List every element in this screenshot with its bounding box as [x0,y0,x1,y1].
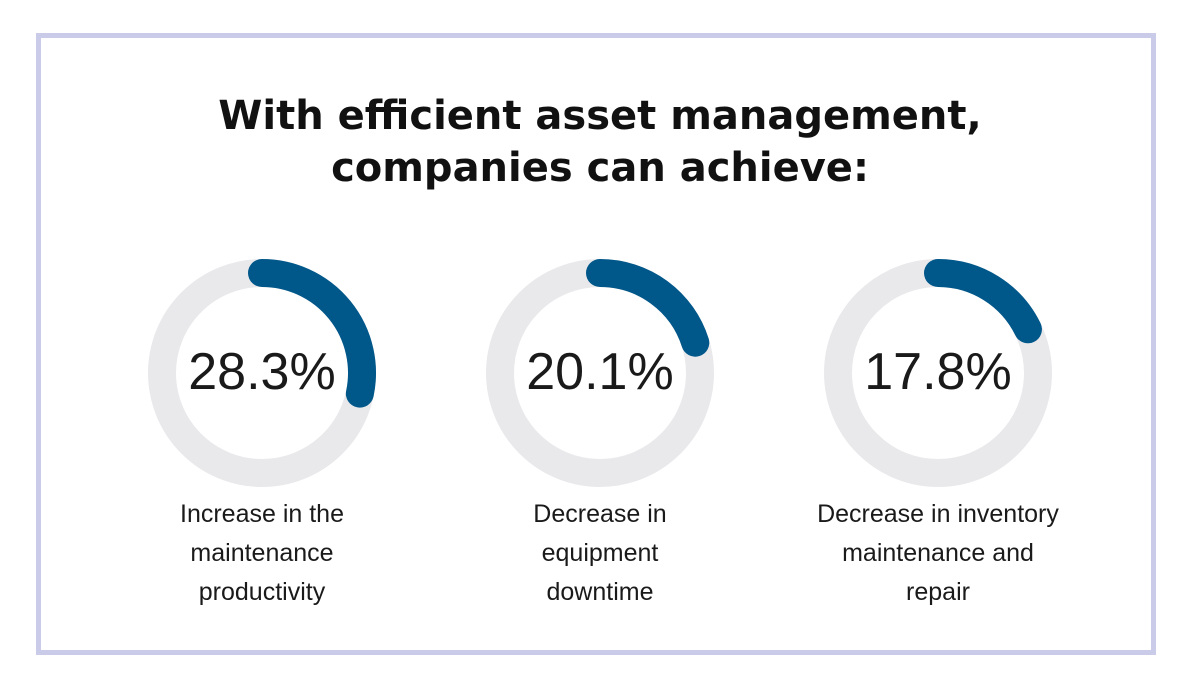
caption-line: productivity [198,578,326,606]
gauge-caption: Increase in the maintenance productivity [117,495,407,612]
gauge-inventory-maintenance: 17.8% Decrease in inventory maintenance … [808,245,1068,635]
donut-chart [148,259,376,487]
infographic-frame [36,33,1156,655]
gauge-caption: Decrease in equipment downtime [455,495,745,612]
donut-value-arc [586,259,710,357]
donut-chart [824,259,1052,487]
page-title: With efficient asset management, compani… [0,90,1200,194]
gauge-caption: Decrease in inventory maintenance and re… [793,495,1083,612]
gauge-equipment-downtime: 20.1% Decrease in equipment downtime [470,245,730,635]
caption-line: Increase in the [180,500,344,528]
caption-line: downtime [546,578,654,606]
percentage-value: 20.1% [526,343,674,401]
percentage-value: 17.8% [864,343,1012,401]
donut-chart [486,259,714,487]
percentage-value: 28.3% [188,343,336,401]
title-line-2: companies can achieve: [331,145,869,191]
caption-line: repair [906,578,970,606]
donut-value-arc [248,259,376,408]
donut-value-arc [924,259,1042,344]
caption-line: maintenance [190,539,334,567]
title-line-1: With efficient asset management, [218,93,982,139]
caption-line: Decrease in [533,500,667,528]
caption-line: equipment [541,539,659,567]
caption-line: Decrease in inventory [817,500,1059,528]
gauge-maintenance-productivity: 28.3% Increase in the maintenance produc… [132,245,392,635]
caption-line: maintenance and [842,539,1034,567]
